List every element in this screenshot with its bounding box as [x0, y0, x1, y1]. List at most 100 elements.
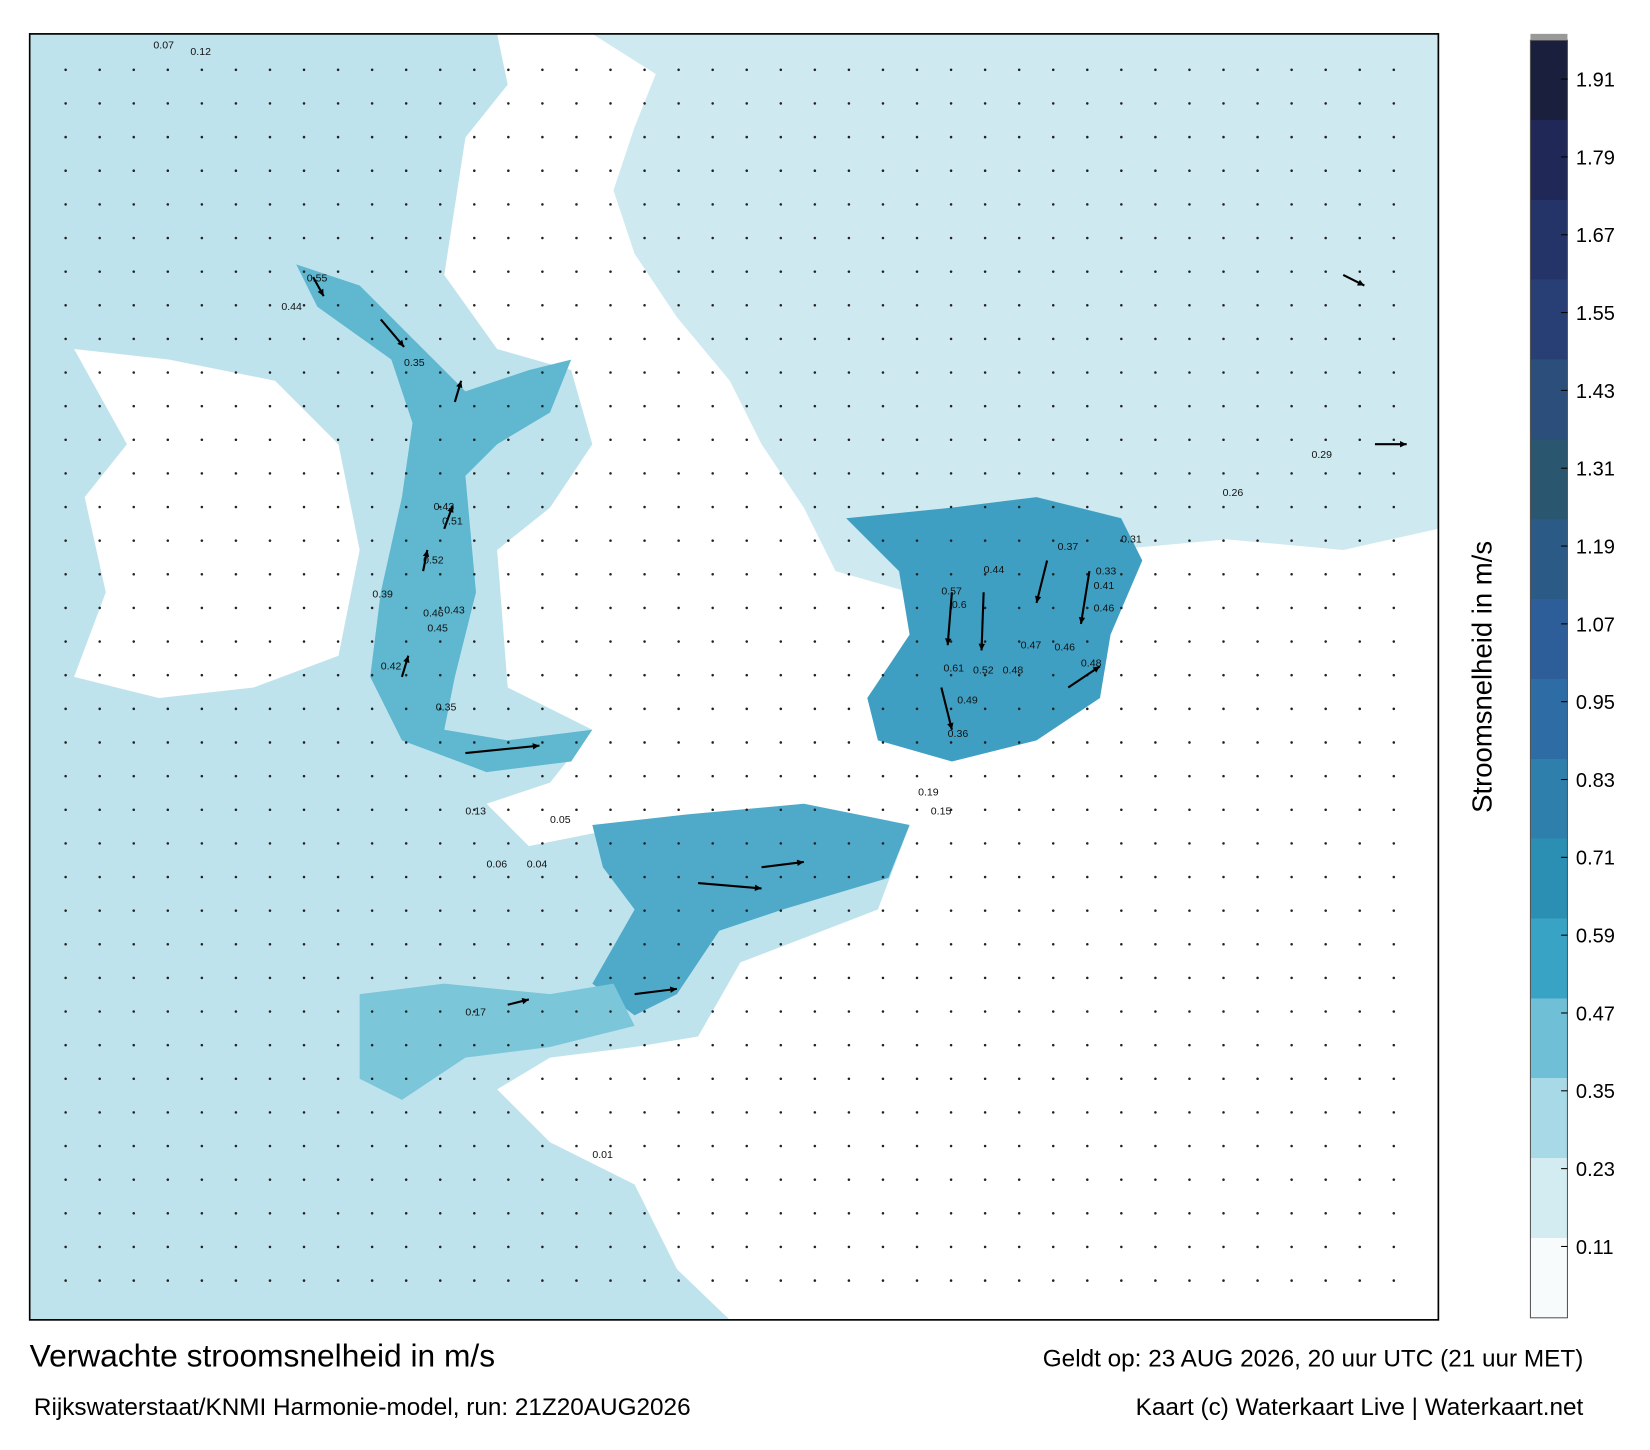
grid-dot: [132, 505, 136, 509]
grid-dot: [234, 1043, 238, 1047]
grid-dot: [404, 707, 408, 711]
grid-dot: [1120, 1077, 1123, 1081]
grid-dot: [166, 102, 170, 105]
value-label: 0.47: [1021, 639, 1042, 651]
grid-dot: [881, 1178, 885, 1181]
grid-dot: [1120, 371, 1123, 374]
grid-dot: [779, 808, 783, 811]
grid-dot: [983, 472, 987, 475]
grid-dot: [813, 1111, 817, 1114]
grid-dot: [1120, 270, 1123, 273]
grid-dot: [643, 1111, 646, 1114]
grid-dot: [64, 573, 67, 576]
grid-dot: [915, 1043, 919, 1047]
grid-dot: [1154, 640, 1157, 643]
grid-dot: [1017, 640, 1021, 643]
grid-dot: [302, 741, 306, 744]
grid-dot: [64, 303, 67, 307]
grid-dot: [1222, 1245, 1225, 1249]
grid-dot: [302, 472, 306, 475]
grid-dot: [1051, 606, 1055, 610]
grid-dot: [1120, 438, 1123, 442]
grid-dot: [1051, 68, 1055, 72]
grid-dot: [1256, 606, 1259, 610]
grid-dot: [575, 1077, 578, 1081]
grid-dot: [132, 707, 136, 711]
grid-dot: [915, 1245, 919, 1249]
grid-dot: [575, 606, 578, 610]
grid-dot: [268, 1279, 272, 1282]
grid-dot: [64, 673, 67, 677]
grid-dot: [507, 573, 510, 576]
grid-dot: [1188, 875, 1191, 879]
grid-dot: [1358, 404, 1362, 408]
grid-dot: [1324, 909, 1327, 912]
grid-dot: [711, 236, 714, 240]
grid-dot: [1086, 875, 1089, 879]
grid-dot: [575, 976, 578, 980]
grid-dot: [1051, 1245, 1055, 1249]
arrow: [1079, 570, 1091, 625]
grid-dot: [1324, 976, 1327, 980]
grid-dot: [541, 169, 544, 172]
grid-dot: [575, 438, 578, 442]
grid-dot: [609, 270, 612, 273]
grid-dot: [370, 337, 374, 341]
grid-dot: [98, 1043, 101, 1047]
grid-dot: [575, 842, 578, 845]
grid-dot: [881, 236, 885, 240]
grid-dot: [983, 68, 987, 72]
grid-dot: [200, 303, 204, 307]
grid-dot: [1017, 102, 1021, 105]
grid-dot: [268, 1245, 272, 1249]
grid-dot: [745, 1144, 749, 1148]
grid-dot: [1358, 942, 1362, 946]
grid-dot: [1358, 741, 1362, 744]
grid-dot: [949, 1212, 953, 1215]
grid-dot: [1358, 303, 1362, 307]
value-label: 0.57: [941, 585, 962, 597]
grid-dot: [541, 203, 544, 206]
grid-dot: [643, 303, 646, 307]
credit: Kaart (c) Waterkaart Live | Waterkaart.n…: [1136, 1394, 1584, 1421]
grid-dot: [1154, 707, 1157, 711]
grid-dot: [1154, 135, 1157, 139]
grid-dot: [438, 236, 442, 240]
grid-dot: [711, 1111, 714, 1114]
grid-dot: [64, 774, 67, 778]
grid-dot: [1154, 909, 1157, 912]
grid-dot: [438, 169, 442, 172]
grid-dot: [711, 976, 714, 980]
channel-east: [846, 497, 1143, 762]
grid-dot: [64, 270, 67, 273]
grid-dot: [1222, 539, 1225, 542]
grid-dot: [1017, 1178, 1021, 1181]
grid-dot: [438, 1111, 442, 1114]
grid-dot: [1222, 741, 1225, 744]
grid-dot: [336, 236, 340, 240]
grid-dot: [166, 236, 170, 240]
grid-dot: [1290, 976, 1293, 980]
grid-dot: [268, 573, 272, 576]
grid-dot: [1290, 1111, 1293, 1114]
grid-dot: [915, 976, 919, 980]
grid-dot: [507, 808, 510, 811]
grid-dot: [1256, 1043, 1259, 1047]
grid-dot: [1017, 1245, 1021, 1249]
grid-dot: [1017, 707, 1021, 711]
grid-dot: [915, 909, 919, 912]
grid-dot: [711, 707, 714, 711]
grid-dot: [881, 270, 885, 273]
vector-grid: [64, 68, 1396, 1282]
grid-dot: [745, 640, 749, 643]
sea-east: [592, 33, 1439, 635]
grid-dot: [370, 1144, 374, 1148]
grid-dot: [473, 1245, 476, 1249]
grid-dot: [200, 976, 204, 980]
grid-dot: [473, 102, 476, 105]
grid-dot: [98, 1010, 101, 1013]
grid-dot: [1017, 673, 1021, 677]
grid-dot: [166, 337, 170, 341]
grid-dot: [677, 808, 680, 811]
grid-dot: [1188, 976, 1191, 980]
